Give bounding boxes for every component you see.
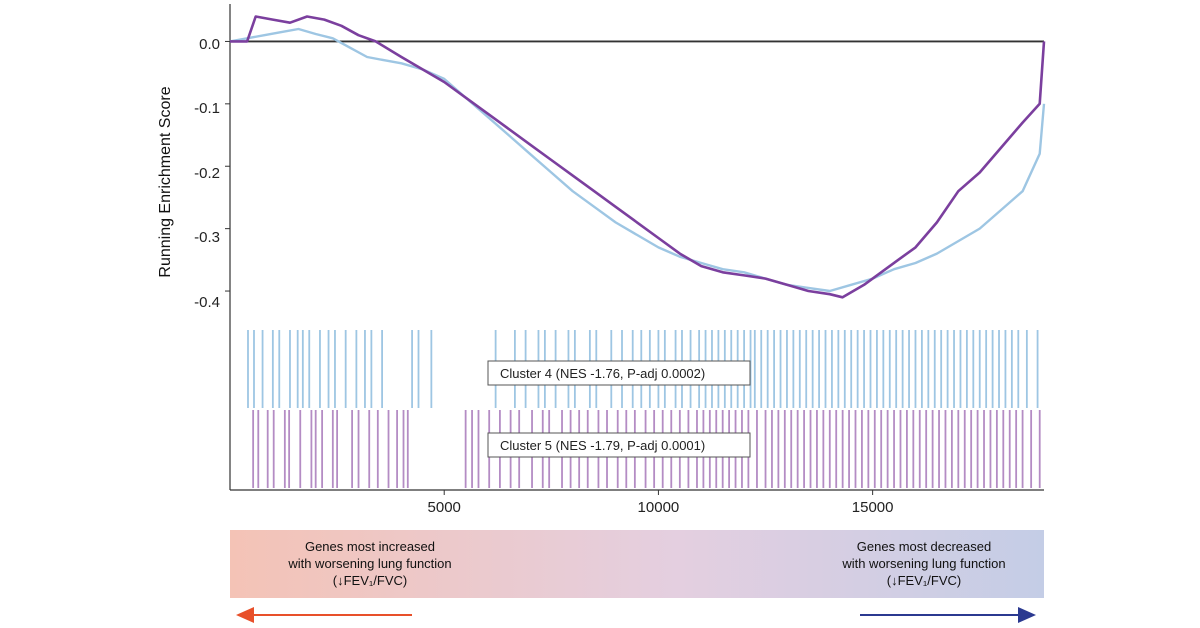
cluster-5-running-es-line bbox=[230, 15, 1046, 299]
x-ticks: 5000 10000 15000 bbox=[428, 499, 894, 516]
cluster-4-running-es-line bbox=[229, 27, 1046, 293]
left-arrow-icon bbox=[236, 607, 412, 623]
cluster-4-label: Cluster 4 (NES -1.76, P-adj 0.0002) bbox=[500, 366, 705, 381]
right-arrow-icon bbox=[860, 607, 1036, 623]
y-tick-label: -0.3 bbox=[194, 229, 220, 246]
y-tick-label: 0.0 bbox=[199, 36, 220, 53]
y-axis-title: Running Enrichment Score bbox=[157, 86, 174, 277]
left-gradient-text: Genes most increased with worsening lung… bbox=[287, 539, 451, 588]
right-gradient-line-2: with worsening lung function bbox=[841, 556, 1005, 571]
y-tick-marks bbox=[225, 40, 230, 292]
y-ticks: 0.0 -0.1 -0.2 -0.3 -0.4 bbox=[194, 36, 220, 311]
y-tick-label: -0.4 bbox=[194, 294, 220, 311]
cluster-5-label-box: Cluster 5 (NES -1.79, P-adj 0.0001) bbox=[487, 432, 751, 458]
right-gradient-line-3: (↓FEV₁/FVC) bbox=[887, 573, 961, 588]
right-gradient-line-1: Genes most decreased bbox=[857, 539, 991, 554]
right-gradient-text: Genes most decreased with worsening lung… bbox=[841, 539, 1005, 588]
cluster-5-label: Cluster 5 (NES -1.79, P-adj 0.0001) bbox=[500, 438, 705, 453]
rank-gradient-bar bbox=[230, 530, 1044, 598]
y-tick-label: -0.1 bbox=[194, 100, 220, 117]
left-gradient-line-1: Genes most increased bbox=[305, 539, 435, 554]
y-tick-label: -0.2 bbox=[194, 165, 220, 182]
x-tick-label: 15000 bbox=[852, 499, 894, 516]
left-gradient-line-3: (↓FEV₁/FVC) bbox=[333, 573, 407, 588]
x-tick-marks bbox=[443, 490, 874, 495]
x-tick-label: 10000 bbox=[638, 499, 680, 516]
x-tick-label: 5000 bbox=[428, 499, 461, 516]
cluster-4-label-box: Cluster 4 (NES -1.76, P-adj 0.0002) bbox=[487, 360, 751, 386]
left-gradient-line-2: with worsening lung function bbox=[287, 556, 451, 571]
cluster-4-hit-ticks bbox=[247, 330, 1039, 408]
